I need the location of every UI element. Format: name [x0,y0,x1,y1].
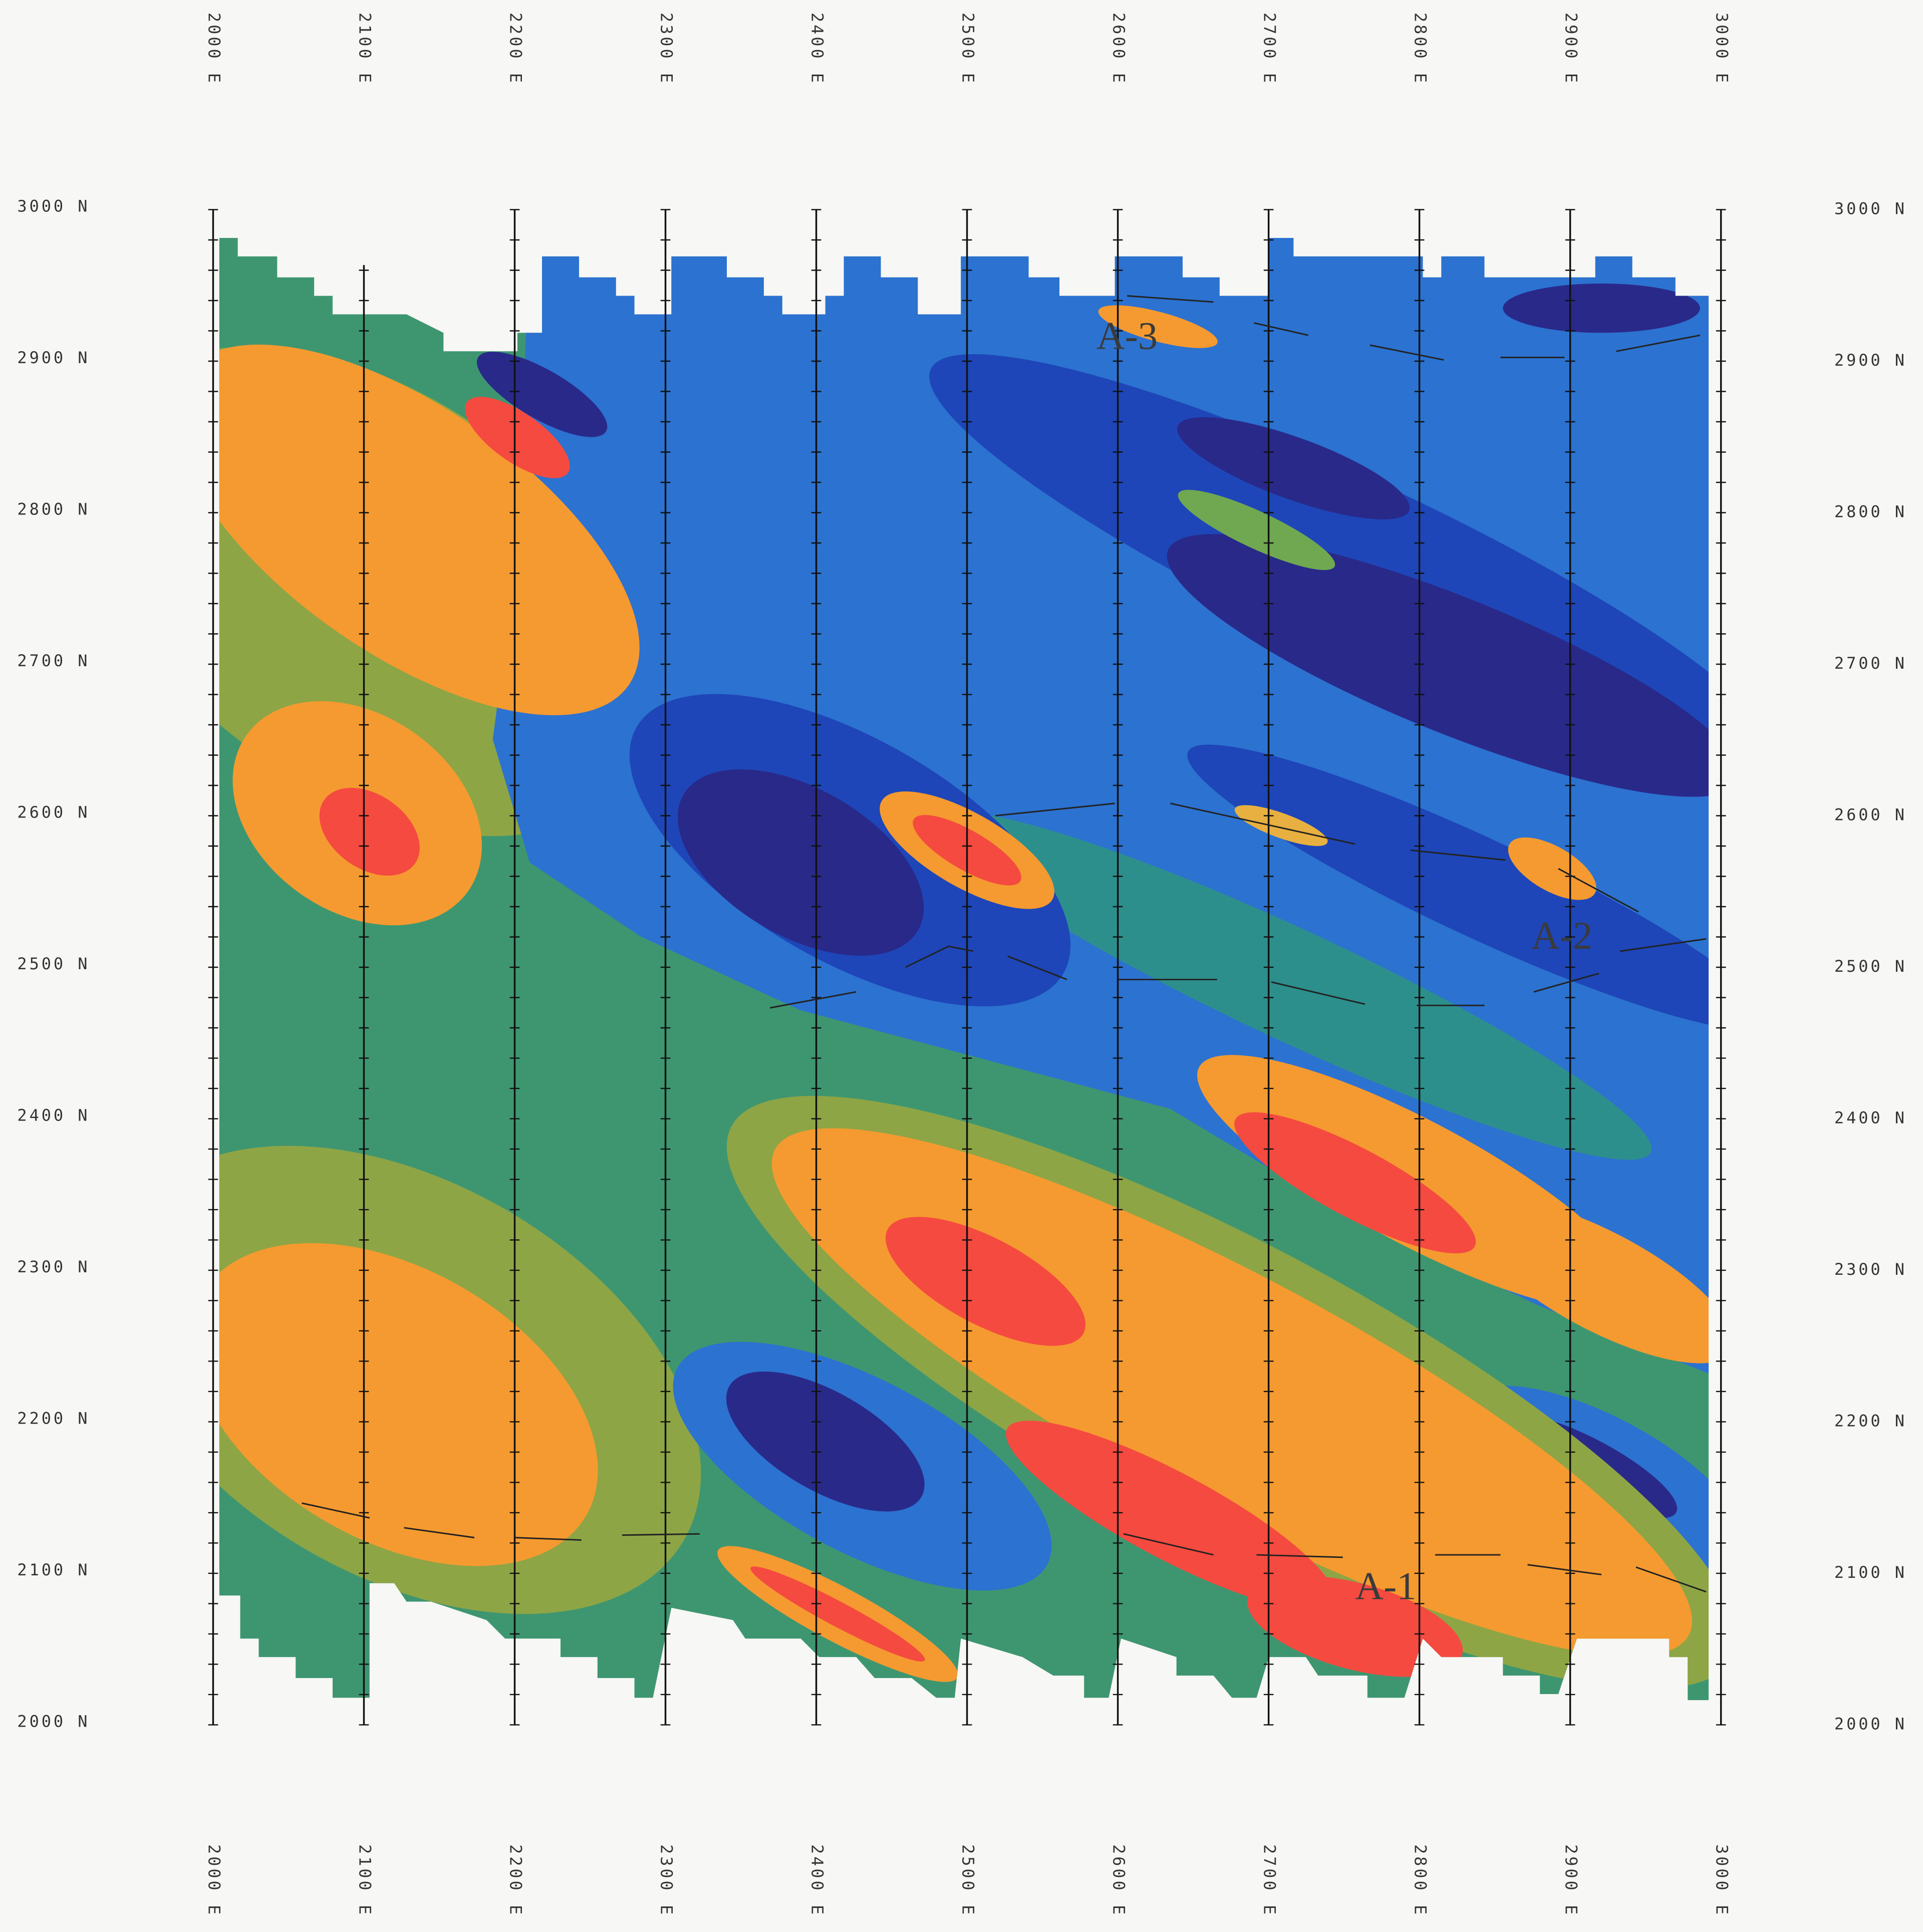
contour-fill [0,222,1816,1789]
easting-label: 2400 E [808,13,827,85]
easting-label: 2500 E [959,1844,978,1917]
easting-label: 2100 E [355,13,374,85]
easting-label: 2000 E [204,1844,223,1917]
easting-label: 2900 E [1562,1844,1581,1917]
easting-label: 2900 E [1562,13,1581,85]
northing-label: 2300 N [17,1257,90,1276]
northing-label: 2400 N [1834,1108,1907,1127]
anomaly-label: A-2 [1531,914,1592,958]
northing-label: 3000 N [1834,199,1907,218]
northing-label: 2600 N [17,803,90,822]
easting-label: 2700 E [1260,1844,1279,1917]
northing-label: 2300 N [1834,1260,1907,1279]
northing-label: 2500 N [17,954,90,973]
northing-label: 2000 N [17,1712,90,1731]
easting-label: 2400 E [808,1844,827,1917]
easting-label: 2600 E [1110,13,1129,85]
northing-label: 2200 N [1834,1411,1907,1430]
easting-label: 2200 E [506,13,525,85]
easting-label: 3000 E [1713,13,1732,85]
easting-label: 2600 E [1110,1844,1129,1917]
northing-label: 2700 N [17,651,90,670]
northing-label: 2200 N [17,1409,90,1428]
northing-label: 2900 N [1834,351,1907,370]
anomaly-label: A-3 [1096,314,1158,358]
easting-label: 2800 E [1411,1844,1430,1917]
northing-label: 2900 N [17,348,90,367]
easting-label: 2700 E [1260,13,1279,85]
northing-label: 2100 N [17,1560,90,1579]
easting-label: 2300 E [657,13,676,85]
easting-label: 2800 E [1411,13,1430,85]
northing-label: 2600 N [1834,805,1907,824]
northing-label: 2800 N [17,500,90,519]
northing-label: 2500 N [1834,957,1907,976]
easting-label: 2100 E [355,1844,374,1917]
northing-label: 2000 N [1834,1714,1907,1733]
easting-label: 3000 E [1713,1844,1732,1917]
northing-label: 2700 N [1834,654,1907,673]
easting-label: 2000 E [204,13,223,85]
northing-label: 3000 N [17,197,90,216]
easting-label: 2200 E [506,1844,525,1917]
anomaly-label: A-1 [1355,1565,1416,1608]
northing-label: 2400 N [17,1106,90,1125]
easting-label: 2500 E [959,13,978,85]
page: {"eastings": ["2000 E", "2100 E", "2200 … [0,0,1923,1932]
easting-label: 2300 E [657,1844,676,1917]
northing-label: 2100 N [1834,1563,1907,1582]
northing-label: 2800 N [1834,502,1907,521]
contour-map: A-1 A-2 A-3 2000 E 2000 E 2100 E 2100 E 2200… [0,0,1923,1932]
